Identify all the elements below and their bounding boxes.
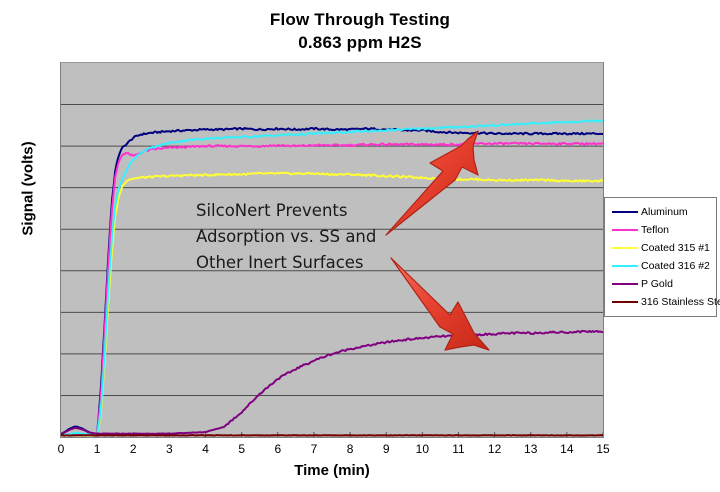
x-tick-4: 4 <box>202 442 209 456</box>
x-tick-8: 8 <box>346 442 354 456</box>
x-tick-2: 2 <box>129 442 137 456</box>
x-tick-12: 12 <box>487 442 502 456</box>
legend-swatch-icon <box>612 247 638 249</box>
legend-label: Coated 315 #1 <box>641 242 710 254</box>
legend-label: 316 Stainless Steel <box>641 296 720 308</box>
legend-swatch-icon <box>612 211 638 213</box>
x-tick-13: 13 <box>524 442 538 456</box>
callout-line-1: SilcoNert Prevents <box>196 201 348 220</box>
legend-item[interactable]: 316 Stainless Steel <box>608 293 720 311</box>
callout-text: SilcoNert Prevents Adsorption vs. SS and… <box>196 198 376 276</box>
legend-item[interactable]: Aluminum <box>608 203 713 221</box>
x-tick-14: 14 <box>560 442 574 456</box>
legend-item[interactable]: Coated 315 #1 <box>608 239 713 257</box>
chart-subtitle: 0.863 ppm H2S <box>298 33 422 52</box>
x-tick-0: 0 <box>57 442 65 456</box>
legend-label: Aluminum <box>641 206 688 218</box>
legend-label: Teflon <box>641 224 670 236</box>
x-tick-9: 9 <box>382 442 390 456</box>
legend-label: Coated 316 #2 <box>641 260 710 272</box>
series-line-p-gold <box>60 329 604 436</box>
legend-label: P Gold <box>641 278 673 290</box>
legend-swatch-icon <box>612 301 638 303</box>
plot-area <box>60 62 604 438</box>
plot-svg <box>60 104 604 437</box>
series-line-coated-315-1 <box>60 171 604 437</box>
chart-legend: Aluminum Teflon Coated 315 #1 Coated 316 #2… <box>604 197 720 317</box>
chart-title-block: Flow Through Testing 0.863 ppm H2S <box>0 8 720 54</box>
x-tick-5: 5 <box>238 442 245 456</box>
legend-item[interactable]: Teflon <box>608 221 713 239</box>
x-tick-15: 15 <box>596 442 610 456</box>
series-line-teflon <box>60 141 604 437</box>
x-tick-7: 7 <box>310 442 318 456</box>
legend-swatch-icon <box>612 283 638 285</box>
chart-title: Flow Through Testing <box>269 10 451 29</box>
legend-item[interactable]: Coated 316 #2 <box>608 257 713 275</box>
x-tick-11: 11 <box>452 442 465 456</box>
series-line-aluminum <box>60 126 604 436</box>
legend-item[interactable]: P Gold <box>608 275 713 293</box>
x-tick-10: 10 <box>415 442 429 456</box>
x-tick-3: 3 <box>166 442 173 456</box>
callout-line-2: Adsorption vs. SS and <box>196 227 377 246</box>
y-axis-title: Signal (volts) <box>19 141 37 236</box>
callout-line-3: Other Inert Surfaces <box>196 253 364 272</box>
x-axis-title: Time (min) <box>294 462 370 479</box>
x-tick-6: 6 <box>274 442 282 456</box>
legend-swatch-icon <box>612 265 638 267</box>
x-tick-1: 1 <box>93 442 101 456</box>
legend-swatch-icon <box>612 229 638 231</box>
series-line-coated-316-2 <box>60 119 604 437</box>
